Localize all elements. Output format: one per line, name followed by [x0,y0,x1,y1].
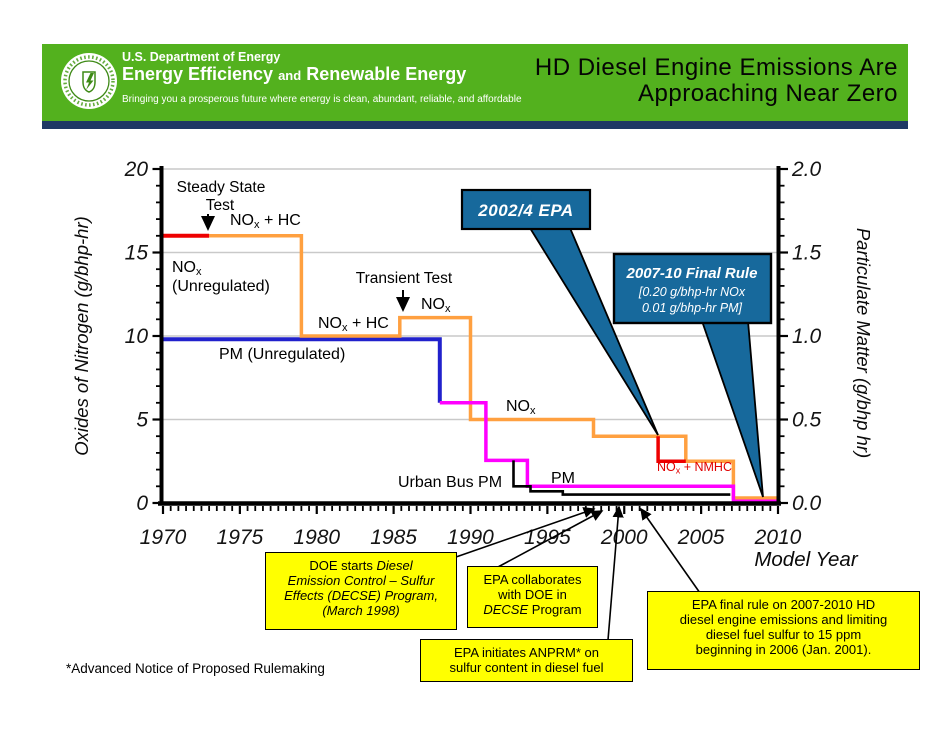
note-decse-it2: Emission Control – Sulfur [287,573,435,588]
office-part2: Renewable Energy [306,64,467,84]
label-nox-hc-mid: NOx + HC [318,315,389,334]
y-right-tick-label: 1.5 [792,242,822,265]
series-pm_unregulated [163,337,442,403]
label-pm-unregulated: PM (Unregulated) [219,346,345,363]
y-left-tick-label: 5 [136,409,148,432]
banner-underline [42,121,908,129]
label-steady-state-2: Test [206,197,235,214]
note-decse: DOE starts Diesel Emission Control – Sul… [265,552,457,630]
tick-labels: 1970 1975 1980 1985 1990 1995 2000 2005 2010 0 5 10… [124,158,822,549]
x-tick-label: 1995 [524,526,571,549]
label-urban-bus-pm: Urban Bus PM [398,474,502,491]
office-name: Energy Efficiency and Renewable Energy [122,64,466,85]
agency-name: U.S. Department of Energy [122,50,281,64]
note-final-rule-l3: diesel fuel sulfur to 15 ppm [705,627,862,642]
series-nox_standard [209,234,778,500]
callout-2002-4-epa: 2002/4 EPA [460,188,659,436]
final-rule-note-arrow [640,507,701,594]
x-tick-label: 1985 [370,526,417,549]
y-right-title: Particulate Matter (g/bhp hr) [853,228,874,458]
callout-2007-detail1: [0.20 g/bhp-hr NOx [638,285,746,299]
office-and: and [278,68,302,83]
label-nox-nmhc: NOx + NMHC [657,460,732,476]
series-urban_bus_pm [512,460,731,496]
note-arrows [455,505,701,641]
note-final-rule: EPA final rule on 2007-2010 HD diesel en… [647,591,920,670]
label-nox-hc-early: NOx + HC [230,212,301,231]
title-line-2: Approaching Near Zero [638,80,898,107]
label-steady-state-1: Steady State [177,179,266,196]
tagline: Bringing you a prosperous future where e… [122,94,522,105]
note-final-rule-l1: EPA final rule on 2007-2010 HD [691,597,876,612]
callout-2007-title: 2007-10 Final Rule [626,265,758,282]
note-anprm-l2: sulfur content in diesel fuel [449,660,604,675]
y-right-tick-label: 1.0 [792,325,822,348]
x-axis-title: Model Year [754,548,859,571]
footnote: *Advanced Notice of Proposed Rulemaking [66,661,325,676]
series-nox_nmhc_option [656,436,686,464]
y-left-tick-label: 10 [125,325,149,348]
x-tick-label: 1980 [293,526,340,549]
note-decse-it3: Effects (DECSE) Program, [284,588,438,603]
callout-2007-10-final-rule: 2007-10 Final Rule [0.20 g/bhp-hr NOx 0.… [612,252,773,498]
y-left-tick-label: 0 [136,492,148,515]
callout-2007-detail2: 0.01 g/bhp-hr PM] [642,301,743,315]
series-lines [163,233,778,504]
x-tick-label: 1975 [217,526,264,549]
note-epa-collab-it: DECSE [483,602,529,617]
label-nox-mid: NOx [506,398,536,417]
title-line-1: HD Diesel Engine Emissions Are [534,54,898,81]
label-nox-transient: NOx [421,296,451,315]
callout-2007-box [612,252,773,325]
label-transient-test: Transient Test [356,270,453,287]
note-epa-collab: EPA collaborates with DOE in DECSE Progr… [467,566,598,628]
doe-seal-icon [61,53,117,109]
note-epa-collab-l2: with DOE in [498,587,567,602]
y-left-title: Oxides of Nitrogen (g/bhp-hr) [71,216,92,456]
note-decse-lead: DOE starts [309,558,377,573]
callout-2002-box [460,188,592,231]
anprm-note-arrow [607,505,624,641]
note-epa-collab-l3: Program [528,602,582,617]
y-right-tick-label: 0.0 [792,492,822,515]
note-final-rule-l4: beginning in 2006 (Jan. 2001). [695,642,872,657]
x-tick-label: 2005 [677,526,725,549]
note-epa-collab-l1: EPA collaborates [483,572,582,587]
note-anprm: EPA initiates ANPRM* on sulfur content i… [420,639,633,682]
office-part1: Energy Efficiency [122,64,274,84]
decse-note-arrow [455,507,596,558]
y-left-tick-label: 20 [124,158,149,181]
series-pm_standard [439,401,778,504]
y-right-tick-label: 2.0 [791,158,822,181]
y-left-tick-label: 15 [125,242,149,265]
note-anprm-l1: EPA initiates ANPRM* on [454,645,599,660]
epa-collab-note-arrow [497,510,604,568]
header-banner: U.S. Department of Energy Energy Efficie… [42,44,908,121]
x-tick-label: 2000 [600,526,648,549]
page-title: HD Diesel Engine Emissions Are Approachi… [535,55,898,107]
x-tick-label: 2010 [754,526,802,549]
callout-2002-text: 2002/4 EPA [477,201,573,220]
x-tick-label: 1990 [447,526,494,549]
note-decse-it4: (March 1998) [322,603,400,618]
note-decse-it1: Diesel [376,558,413,573]
label-nox-unregulated-2: (Unregulated) [172,278,270,295]
axes [158,166,781,506]
tick-marks [152,167,788,514]
note-final-rule-l2: diesel engine emissions and limiting [679,612,888,627]
label-pm: PM [551,470,575,487]
x-tick-label: 1970 [140,526,187,549]
label-nox-unregulated: NOx [172,259,202,278]
y-right-tick-label: 0.5 [792,409,822,432]
